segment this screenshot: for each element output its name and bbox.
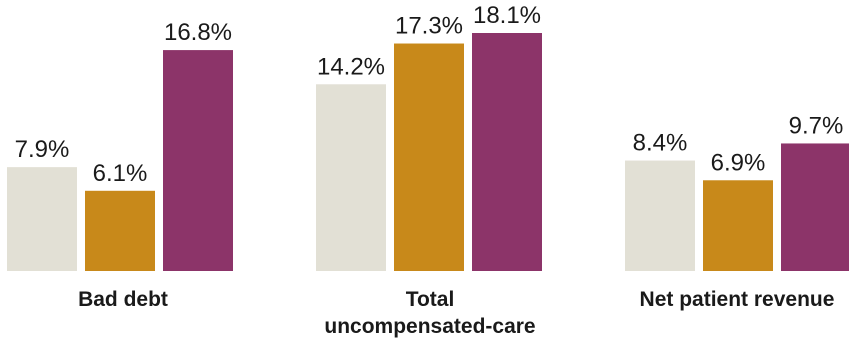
category-label-bad-debt: Bad debt (3, 286, 243, 313)
bar (85, 190, 155, 271)
bar (472, 33, 542, 271)
bar (316, 84, 386, 271)
category-label-line: uncompensated-care (324, 315, 536, 338)
bar (163, 50, 233, 272)
data-label: 6.9% (711, 149, 766, 176)
data-label: 14.2% (317, 53, 385, 80)
data-label: 9.7% (789, 112, 844, 139)
data-label: 8.4% (633, 130, 688, 157)
data-label: 18.1% (473, 2, 541, 29)
category-label-net-patient-revenue: Net patient revenue (617, 286, 849, 313)
category-label-line: Total (405, 288, 455, 311)
category-label-total-uncompensated-care: Total uncompensated-care (310, 286, 550, 340)
category-label-line: Net patient revenue (639, 288, 835, 311)
bar (781, 143, 849, 271)
data-label: 6.1% (93, 160, 148, 187)
data-label: 16.8% (164, 19, 232, 46)
data-label: 7.9% (15, 136, 70, 163)
value-labels-group: 7.9% 6.1% 16.8% 14.2% 17.3% 18.1% 8.4% 6.9% 9.7% (15, 2, 844, 187)
bar (625, 160, 695, 271)
bar (703, 180, 773, 271)
data-label: 17.3% (395, 13, 463, 40)
bar (394, 43, 464, 272)
category-label-line: Bad debt (78, 288, 168, 311)
bars-group (7, 33, 849, 272)
bar (7, 167, 77, 271)
bar-chart: 7.9% 6.1% 16.8% 14.2% 17.3% 18.1% 8.4% 6.9% 9.7% (7, 2, 849, 272)
